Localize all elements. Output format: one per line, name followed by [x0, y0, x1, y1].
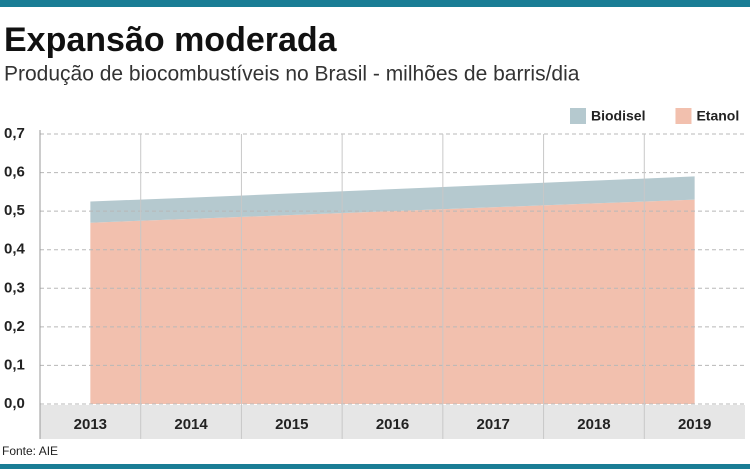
chart-title: Expansão moderada: [4, 21, 338, 59]
chart-subtitle: Produção de biocombustíveis no Brasil - …: [4, 63, 580, 86]
legend-label: Etanol: [696, 108, 739, 124]
x-tick-label: 2019: [678, 416, 711, 433]
x-tick-label: 2014: [174, 416, 208, 433]
legend-swatch: [675, 108, 692, 124]
y-tick-label: 0,2: [4, 318, 25, 335]
x-tick-label: 2016: [376, 416, 409, 433]
y-tick-label: 0,6: [4, 164, 25, 181]
x-tick-label: 2018: [577, 416, 610, 433]
area: [90, 199, 695, 404]
top-bar: [0, 0, 750, 7]
y-tick-label: 0,5: [4, 202, 25, 219]
x-tick-label: 2015: [275, 416, 308, 433]
y-tick-label: 0,7: [4, 125, 25, 142]
bottom-bar: [0, 464, 750, 469]
y-tick-label: 0,4: [4, 241, 26, 258]
legend-swatch: [570, 108, 586, 124]
x-tick-label: 2013: [74, 416, 107, 433]
legend-label: Biodisel: [591, 108, 645, 124]
y-tick-label: 0,3: [4, 279, 25, 296]
y-tick-label: 0,1: [4, 356, 25, 373]
source: Fonte: AIE: [2, 444, 58, 458]
x-axis-band: [40, 405, 745, 439]
x-tick-label: 2017: [477, 416, 510, 433]
y-tick-label: 0,0: [4, 395, 25, 412]
